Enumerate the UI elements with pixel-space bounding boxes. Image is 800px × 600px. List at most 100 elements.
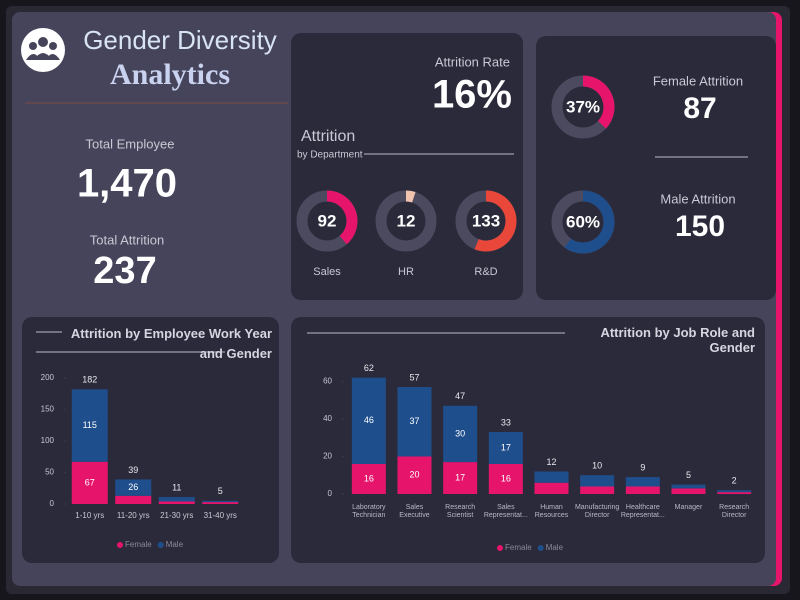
bar-segment xyxy=(671,484,706,489)
x-tick-label: Human Resources xyxy=(534,504,569,519)
bar-segment xyxy=(625,477,660,487)
total-label: 10 xyxy=(592,461,602,471)
kpi-value: 1,470 xyxy=(77,162,177,206)
bar-segment xyxy=(202,500,239,503)
x-tick-label: Sales Executive xyxy=(399,504,430,519)
total-label: 2 xyxy=(732,476,737,486)
x-tick-label: Manager xyxy=(674,504,703,511)
legend-label: Female xyxy=(125,540,152,549)
bar-segment xyxy=(534,482,569,494)
x-tick-label: Research Director xyxy=(719,504,750,519)
data-label: 20 xyxy=(409,470,419,480)
kpi-value: 87 xyxy=(683,92,716,125)
kpi-label: Total Attrition xyxy=(90,232,164,247)
total-label: 5 xyxy=(686,470,691,480)
bar-segment xyxy=(351,463,386,494)
donut-arc xyxy=(474,190,517,252)
y-tick-label: 50 xyxy=(45,468,54,477)
bar-segment xyxy=(717,492,752,494)
y-tick-label: 20 xyxy=(323,452,332,461)
x-tick-label: 11-20 yrs xyxy=(117,511,150,520)
category-label: R&D xyxy=(474,266,497,278)
data-label: 16 xyxy=(501,473,511,483)
bar-segment xyxy=(580,475,615,487)
total-label: 182 xyxy=(82,375,97,385)
x-tick-label: Research Scientist xyxy=(445,504,476,519)
data-label: 26 xyxy=(128,482,138,492)
category-label: HR xyxy=(398,266,414,278)
donut-arc xyxy=(564,190,615,254)
x-tick-label: 31-40 yrs xyxy=(204,511,237,520)
bar-segment xyxy=(671,488,706,494)
kpi-label: Female Attrition xyxy=(653,73,743,88)
bar-segment xyxy=(488,432,523,464)
donut-label: 12 xyxy=(397,211,416,230)
y-tick-label: 0 xyxy=(50,499,55,508)
total-label: 5 xyxy=(218,486,223,496)
bar-segment xyxy=(158,497,195,502)
data-label: 17 xyxy=(501,442,511,452)
legend-label: Female xyxy=(505,543,532,552)
donut-arc xyxy=(582,75,615,129)
bar-segment xyxy=(115,479,152,496)
legend-label: Male xyxy=(166,540,184,549)
bar-segment xyxy=(158,501,195,504)
donut-label: 133 xyxy=(472,211,500,230)
logo xyxy=(21,28,65,72)
total-label: 11 xyxy=(172,482,181,492)
total-label: 9 xyxy=(640,462,645,472)
total-label: 39 xyxy=(128,465,138,475)
total-label: 47 xyxy=(455,391,465,401)
chart-subtitle: by Department xyxy=(297,150,363,161)
x-tick-label: Healthcare Representat... xyxy=(620,504,665,519)
x-tick-label: Sales Representat... xyxy=(483,504,528,519)
legend-swatch xyxy=(537,545,544,551)
kpi-label: Attrition Rate xyxy=(435,54,510,69)
card xyxy=(291,317,765,563)
y-tick-label: 100 xyxy=(41,436,55,445)
bar-segment xyxy=(625,486,660,494)
data-label: 37 xyxy=(409,416,419,426)
bar-segment xyxy=(580,486,615,494)
donut-label: 60% xyxy=(566,212,600,231)
kpi-label: Total Employee xyxy=(86,136,175,151)
data-label: 30 xyxy=(455,428,465,438)
bar-segment xyxy=(71,461,108,504)
chart-title: Attrition by Job Role and Gender xyxy=(600,325,755,355)
kpi-value: 150 xyxy=(675,210,725,243)
y-tick-label: 200 xyxy=(41,373,55,382)
legend-swatch xyxy=(117,542,123,548)
category-label: Sales xyxy=(313,266,341,278)
bar-segment xyxy=(488,463,523,494)
subtitle: Analytics xyxy=(110,58,230,91)
bar-segment xyxy=(397,387,432,457)
legend-swatch xyxy=(497,545,503,551)
legend-swatch xyxy=(157,542,164,548)
y-tick-label: 60 xyxy=(323,376,332,385)
y-tick-label: 0 xyxy=(328,489,333,498)
bar-segment xyxy=(534,471,569,483)
x-tick-label: 21-30 yrs xyxy=(160,511,193,520)
donut-label: 92 xyxy=(318,211,337,230)
bar-segment xyxy=(115,495,152,504)
card xyxy=(536,36,776,300)
x-tick-label: 1-10 yrs xyxy=(75,511,104,520)
data-label: 115 xyxy=(83,420,97,430)
total-label: 62 xyxy=(364,363,374,373)
donut-arc xyxy=(405,190,416,203)
donut-label: 37% xyxy=(566,97,600,116)
y-tick-label: 150 xyxy=(41,405,55,414)
data-label: 16 xyxy=(364,473,374,483)
bar-segment xyxy=(443,405,478,463)
data-label: 17 xyxy=(455,472,465,482)
total-label: 57 xyxy=(409,372,419,382)
kpi-value: 237 xyxy=(93,250,156,292)
total-label: 12 xyxy=(546,457,556,467)
data-label: 46 xyxy=(364,415,374,425)
legend-label: Male xyxy=(546,543,564,552)
total-label: 33 xyxy=(501,417,511,427)
logo-icon xyxy=(26,37,60,60)
x-tick-label: Laboratory Technician xyxy=(352,504,386,519)
